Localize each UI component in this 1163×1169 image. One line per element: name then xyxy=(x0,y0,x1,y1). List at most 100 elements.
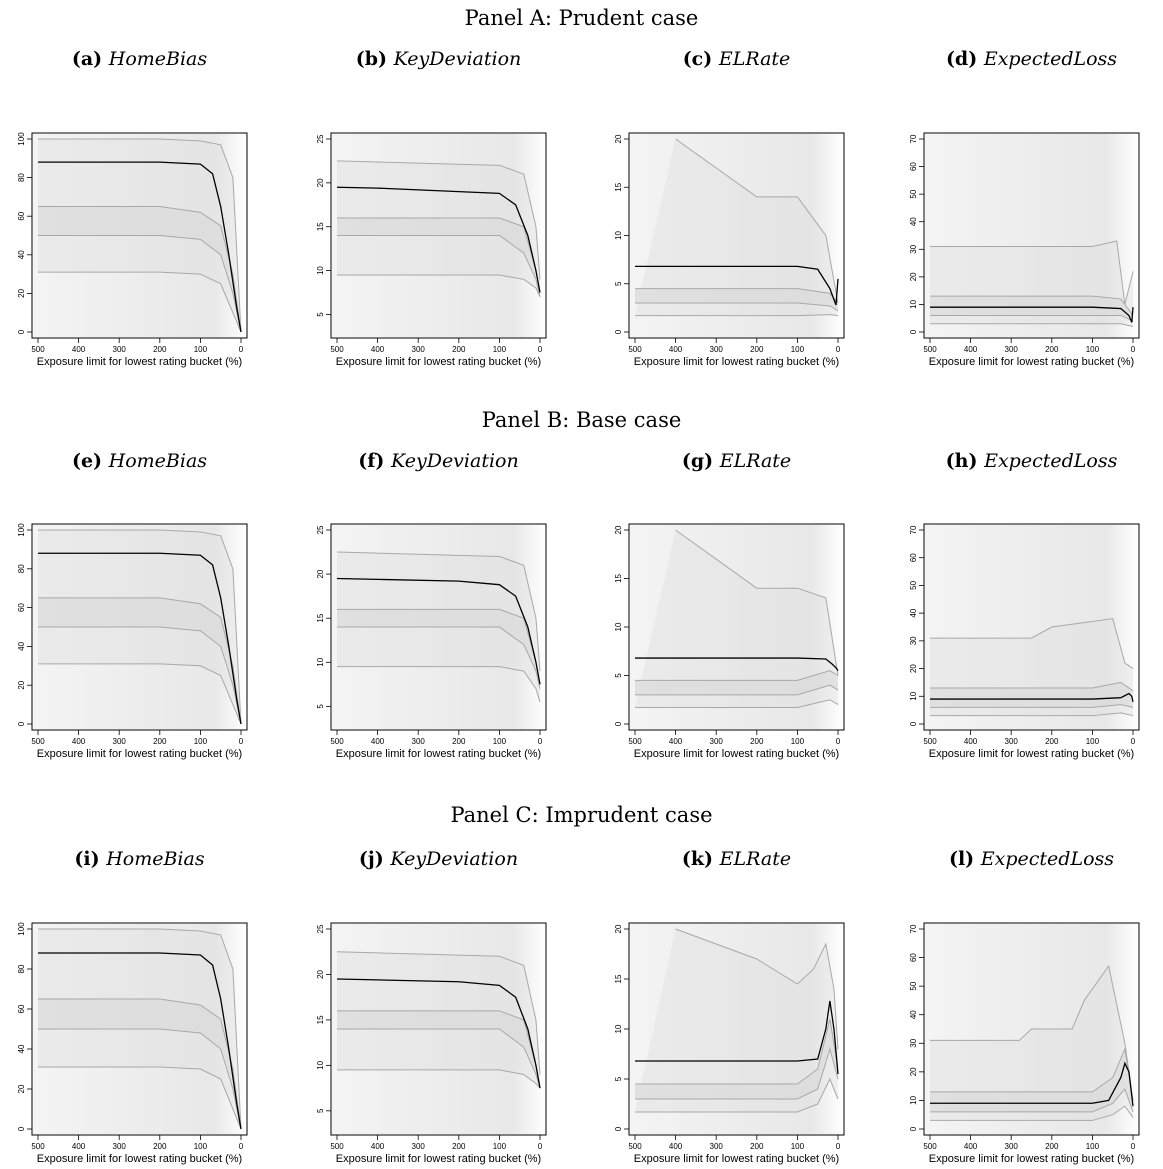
quantile-line xyxy=(930,240,1134,305)
y-tick-label: 60 xyxy=(909,162,918,171)
quantile-line xyxy=(930,1047,1134,1101)
y-tick-label: 20 xyxy=(614,525,623,534)
subplot-label: (j) xyxy=(358,848,391,870)
x-tick-label: 200 xyxy=(452,1142,466,1151)
x-tick-label: 200 xyxy=(1045,737,1059,746)
x-tick-label: 200 xyxy=(750,345,764,354)
y-tick-label: 5 xyxy=(614,1076,623,1081)
x-axis-label: Exposure limit for lowest rating bucket … xyxy=(929,748,1134,760)
quantile-line xyxy=(38,271,242,333)
y-tick-label: 15 xyxy=(316,613,325,622)
outer-band-fill xyxy=(635,139,838,316)
y-tick-label: 40 xyxy=(17,641,26,650)
x-axis-label: Exposure limit for lowest rating bucket … xyxy=(37,748,242,760)
x-tick-label: 400 xyxy=(72,1142,86,1151)
y-tick-label: 5 xyxy=(614,673,623,678)
quantile-line xyxy=(38,928,242,1130)
y-tick-label: 100 xyxy=(17,922,26,936)
y-tick-label: 10 xyxy=(316,657,325,666)
y-tick-label: 0 xyxy=(17,329,26,334)
y-tick-label: 30 xyxy=(909,244,918,253)
outer-band-fill xyxy=(337,951,540,1089)
inner-band-fill xyxy=(930,682,1133,708)
subplot-caption: (e) HomeBias xyxy=(0,450,285,472)
x-tick-label: 300 xyxy=(1005,1142,1019,1151)
y-tick-label: 100 xyxy=(17,523,26,537)
quantile-line xyxy=(635,1047,839,1100)
subplot-caption: (c) ELRate xyxy=(592,48,882,70)
x-tick-label: 500 xyxy=(923,737,937,746)
x-tick-label: 400 xyxy=(669,1142,683,1151)
x-tick-label: 0 xyxy=(538,1142,543,1151)
y-tick-label: 10 xyxy=(614,231,623,240)
subplot-label: (e) xyxy=(71,450,109,472)
y-tick-label: 50 xyxy=(909,580,918,589)
subplot-label: (i) xyxy=(74,848,107,870)
y-tick-label: 10 xyxy=(909,299,918,308)
y-tick-label: 20 xyxy=(316,969,325,978)
y-tick-label: 0 xyxy=(17,721,26,726)
x-tick-label: 300 xyxy=(412,345,426,354)
x-axis-label: Exposure limit for lowest rating bucket … xyxy=(336,356,541,368)
y-tick-label: 20 xyxy=(316,569,325,578)
subplot-title: ExpectedLoss xyxy=(983,48,1118,70)
subplot-caption: (b) KeyDeviation xyxy=(294,48,584,70)
subplot-title: ExpectedLoss xyxy=(980,848,1115,870)
panel-title-b: Panel B: Base case xyxy=(481,408,682,432)
y-tick-label: 25 xyxy=(316,525,325,534)
subplot-caption: (d) ExpectedLoss xyxy=(887,48,1163,70)
quantile-line xyxy=(675,138,839,304)
subplot-title: ELRate xyxy=(719,848,792,870)
y-tick-label: 0 xyxy=(909,721,918,726)
quantile-line xyxy=(337,1028,541,1089)
x-tick-label: 300 xyxy=(1005,737,1019,746)
x-tick-label: 100 xyxy=(194,737,208,746)
quantile-line xyxy=(930,964,1134,1101)
subplot-caption: (f) KeyDeviation xyxy=(294,450,584,472)
y-tick-label: 0 xyxy=(909,1126,918,1131)
y-tick-label: 80 xyxy=(17,564,26,573)
y-tick-label: 80 xyxy=(17,173,26,182)
x-tick-label: 400 xyxy=(669,345,683,354)
subplot-title: KeyDeviation xyxy=(391,450,519,472)
x-tick-label: 100 xyxy=(194,1142,208,1151)
quantile-line xyxy=(930,1105,1134,1121)
x-tick-label: 400 xyxy=(964,345,978,354)
x-tick-label: 500 xyxy=(31,737,45,746)
plot-frame xyxy=(31,922,248,1136)
quantile-line xyxy=(38,529,242,725)
y-tick-label: 40 xyxy=(909,217,918,226)
x-tick-label: 0 xyxy=(836,345,841,354)
x-tick-label: 400 xyxy=(72,737,86,746)
y-tick-label: 40 xyxy=(909,1010,918,1019)
y-tick-label: 15 xyxy=(614,974,623,983)
x-tick-label: 400 xyxy=(964,1142,978,1151)
quantile-line xyxy=(38,235,242,333)
outer-band-fill xyxy=(635,929,838,1112)
x-tick-label: 200 xyxy=(750,1142,764,1151)
x-tick-label: 100 xyxy=(791,737,805,746)
x-tick-label: 300 xyxy=(710,737,724,746)
subplot-title: ELRate xyxy=(718,48,791,70)
y-tick-label: 80 xyxy=(17,964,26,973)
outer-band-fill xyxy=(337,160,540,297)
quantile-line xyxy=(930,295,1134,316)
y-tick-label: 10 xyxy=(909,691,918,700)
subplot-title: HomeBias xyxy=(108,48,208,70)
y-tick-label: 5 xyxy=(316,704,325,709)
median-line xyxy=(38,952,242,1130)
quantile-line xyxy=(38,626,242,725)
x-tick-label: 300 xyxy=(113,737,127,746)
x-tick-label: 100 xyxy=(1086,345,1100,354)
x-tick-label: 200 xyxy=(1045,1142,1059,1151)
x-axis-label: Exposure limit for lowest rating bucket … xyxy=(37,356,242,368)
y-tick-label: 15 xyxy=(614,182,623,191)
subplot-j: 5 10 15 20 25 500 400 300 200 100 0 Exposure limit … xyxy=(316,922,547,1165)
x-tick-label: 100 xyxy=(791,345,805,354)
y-tick-label: 10 xyxy=(316,266,325,275)
x-tick-label: 0 xyxy=(836,1142,841,1151)
quantile-line xyxy=(38,1066,242,1130)
subplot-caption: (g) ELRate xyxy=(592,450,882,472)
plot-frame xyxy=(330,922,547,1136)
x-tick-label: 100 xyxy=(1086,1142,1100,1151)
